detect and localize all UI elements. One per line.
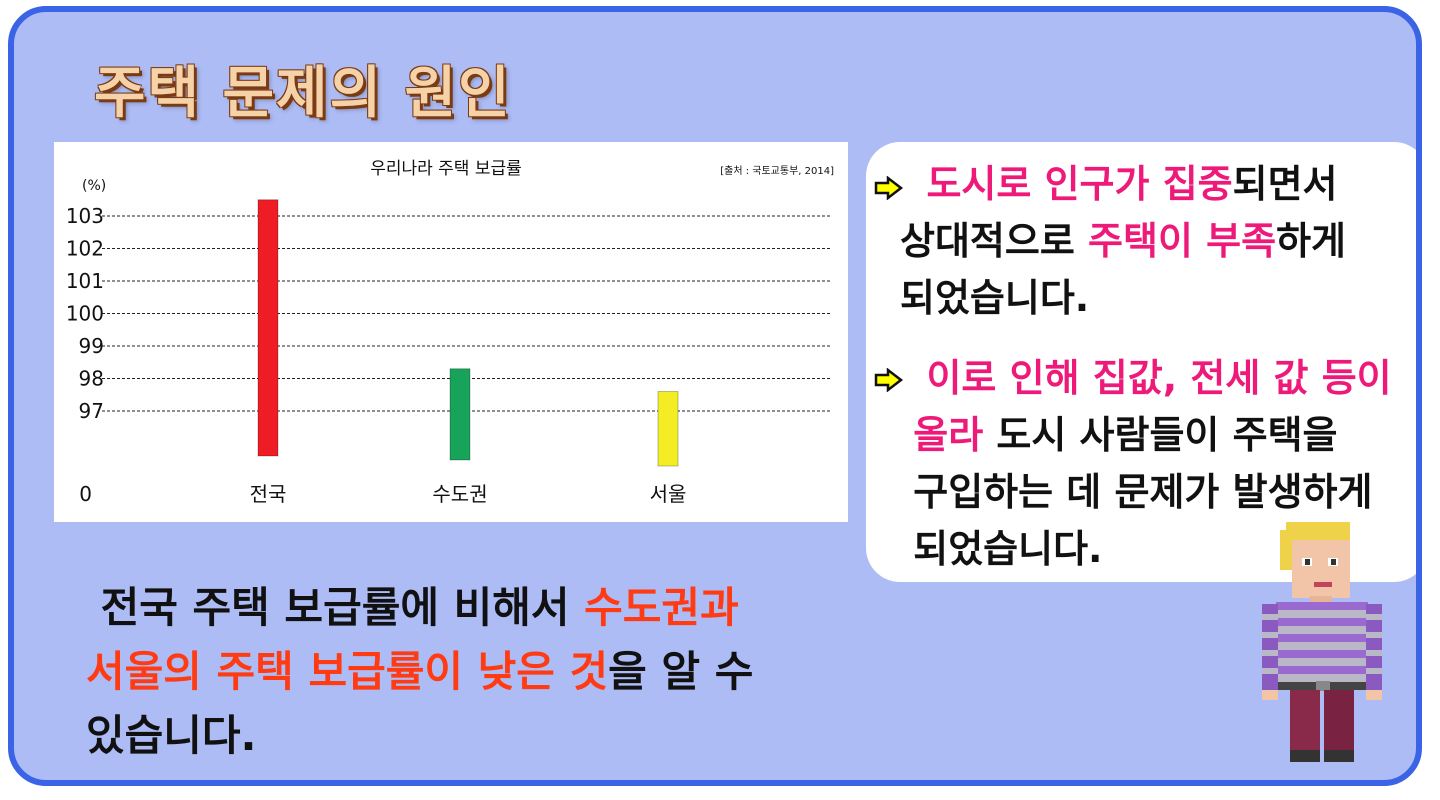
chart-title: 우리나라 주택 보급률 — [370, 159, 522, 179]
bullet-1-text-3: 하게 — [1276, 219, 1346, 263]
bullet-2: 이로 인해 집값, 전세 값 등이 올라 도시 사람들이 주택을 구입하는 데 … — [900, 350, 1392, 578]
bullet-2-text-3: 구입하는 데 문제가 발생하게 — [913, 470, 1373, 514]
bar-서울 — [657, 391, 679, 467]
bullet-2-text-2: 도시 사람들이 주택을 — [983, 413, 1338, 457]
bar-전국 — [257, 199, 279, 457]
y-tick-label: 101 — [66, 269, 104, 293]
summary-text-2: 을 알 수 — [608, 647, 754, 696]
chart-source: [출처 : 국토교통부, 2014] — [720, 165, 834, 177]
bullet-2-line-2: 올라 도시 사람들이 주택을 — [900, 407, 1392, 464]
category-label: 서울 — [650, 482, 687, 506]
bar-chart: 우리나라 주택 보급률 [출처 : 국토교통부, 2014] (%) 0 103… — [66, 159, 834, 506]
summary-line-3: 있습니다. — [86, 711, 257, 760]
bar-수도권 — [449, 368, 471, 461]
summary-line-1: 전국 주택 보급률에 비해서 수도권과 — [86, 576, 876, 640]
y-tick-label: 99 — [79, 334, 104, 358]
arrow-right-icon — [874, 368, 904, 392]
bullet-2-line-4: 되었습니다. — [900, 521, 1392, 578]
summary-line-2: 서울의 주택 보급률이 낮은 것을 알 수 — [86, 640, 876, 704]
category-label: 전국 — [250, 482, 287, 506]
y-tick-label: 102 — [66, 237, 104, 261]
chart-y-unit: (%) — [82, 178, 106, 194]
summary-text-1: 전국 주택 보급률에 비해서 — [100, 583, 585, 632]
bullet-1: 도시로 인구가 집중되면서 상대적으로 주택이 부족하게 되었습니다. — [900, 156, 1346, 327]
bullet-1-text-2: 상대적으로 — [900, 219, 1089, 263]
summary-highlight-2: 서울의 주택 보급률이 낮은 것 — [86, 647, 609, 696]
y-tick-label: 97 — [79, 399, 104, 423]
slide-title: 주택 문제의 원인 — [94, 61, 512, 126]
y-tick-label: 103 — [66, 204, 104, 228]
bullet-1-text-1: 되면서 — [1232, 162, 1338, 206]
bullet-2-highlight-2: 올라 — [913, 413, 984, 457]
y-tick-label: 98 — [79, 367, 104, 391]
bullet-2-text-4: 되었습니다. — [913, 527, 1103, 571]
chart-zero-label: 0 — [79, 482, 92, 506]
category-label: 수도권 — [432, 482, 487, 506]
bullet-1-highlight-2: 주택이 부족 — [1088, 219, 1277, 263]
bullet-1-line-1: 도시로 인구가 집중되면서 — [900, 156, 1346, 213]
summary-highlight-1: 수도권과 — [584, 583, 739, 632]
arrow-right-icon — [874, 176, 904, 200]
slide-frame: 주택 문제의 원인 우리나라 주택 보급률 [출처 : 국토교통부, 2014]… — [8, 6, 1422, 786]
bullet-1-highlight-1: 도시로 인구가 집중 — [926, 162, 1233, 206]
explanation-callout: 도시로 인구가 집중되면서 상대적으로 주택이 부족하게 되었습니다. 이로 인… — [866, 142, 1416, 582]
bullet-1-line-2: 상대적으로 주택이 부족하게 — [900, 213, 1346, 270]
bullet-2-line-1: 이로 인해 집값, 전세 값 등이 — [900, 350, 1392, 407]
bullet-1-line-3: 되었습니다. — [900, 276, 1090, 320]
summary-text: 전국 주택 보급률에 비해서 수도권과 서울의 주택 보급률이 낮은 것을 알 … — [86, 576, 876, 768]
y-tick-label: 100 — [66, 302, 104, 326]
character-illustration — [1262, 522, 1382, 762]
bullet-2-line-3: 구입하는 데 문제가 발생하게 — [900, 464, 1392, 521]
bullet-2-highlight-1: 이로 인해 집값, 전세 값 등이 — [926, 356, 1392, 400]
chart-panel: 우리나라 주택 보급률 [출처 : 국토교통부, 2014] (%) 0 103… — [54, 142, 848, 522]
